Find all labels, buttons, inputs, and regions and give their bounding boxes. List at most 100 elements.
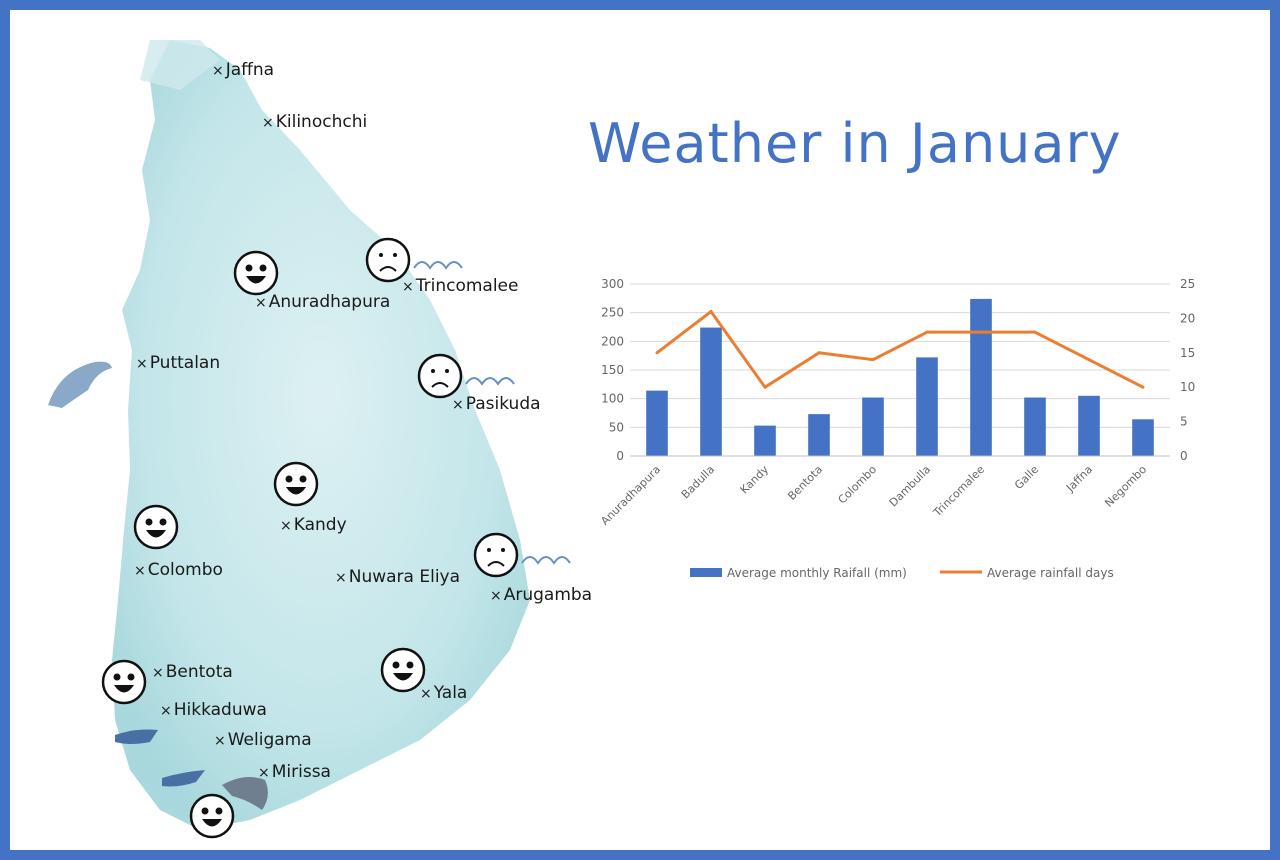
rainfall-days-point — [763, 385, 767, 389]
cross-marker-icon: × — [255, 295, 267, 311]
cross-marker-icon: × — [452, 397, 464, 413]
rainfall-days-point — [1087, 358, 1091, 362]
rainfall-bar — [754, 425, 776, 456]
place-label: × Puttalan — [136, 353, 220, 374]
dolphin-icon — [48, 361, 112, 408]
place-label: × Arugamba — [490, 585, 592, 606]
rainfall-days-point — [925, 330, 929, 334]
cross-marker-icon: × — [160, 703, 172, 719]
rainfall-days-point — [1141, 385, 1145, 389]
y-right-tick-label: 0 — [1180, 449, 1188, 463]
island-north-tip — [140, 40, 220, 90]
place-label: × Mirissa — [258, 762, 331, 783]
x-category-label: Kandy — [738, 463, 772, 497]
rainfall-days-point — [979, 330, 983, 334]
place-name: Bentota — [165, 662, 233, 682]
place-name: Kilinochchi — [275, 112, 368, 132]
place-label: × Weligama — [214, 730, 312, 751]
rainfall-bar — [970, 298, 992, 456]
cross-marker-icon: × — [335, 570, 347, 586]
rainfall-bar — [1024, 397, 1046, 456]
happy-face-icon — [380, 647, 426, 693]
place-label: × Kilinochchi — [262, 112, 367, 133]
sad-face-icon — [473, 532, 519, 578]
cross-marker-icon: × — [490, 588, 502, 604]
y-left-tick-label: 50 — [609, 420, 624, 434]
place-label: × Nuwara Eliya — [335, 567, 460, 588]
happy-face-icon — [233, 250, 279, 296]
place-name: Weligama — [227, 730, 312, 750]
place-name: Colombo — [147, 560, 223, 580]
y-left-tick-label: 200 — [601, 334, 624, 348]
surfer-icon — [162, 770, 205, 787]
place-name: Trincomalee — [415, 276, 519, 296]
x-category-label: Anuradhapura — [598, 463, 663, 528]
y-left-tick-label: 150 — [601, 363, 624, 377]
rainfall-days-point — [709, 310, 713, 314]
rainfall-chart: 0 50 100 150 200 250 300 0 5 10 15 20 25 Anuradhapura… — [598, 277, 1195, 580]
happy-face-icon — [189, 793, 235, 839]
place-name: Pasikuda — [465, 394, 541, 414]
x-category-label: Galle — [1012, 463, 1041, 492]
cross-marker-icon: × — [258, 765, 270, 781]
happy-face-icon — [101, 659, 147, 705]
x-category-label: Jaffna — [1063, 463, 1095, 495]
place-label: × Kandy — [280, 515, 347, 536]
legend-swatch-bar — [690, 568, 722, 577]
y-right-tick-label: 10 — [1180, 380, 1195, 394]
x-category-label: Trincomalee — [930, 463, 987, 520]
y-left-tick-label: 0 — [616, 449, 624, 463]
cross-marker-icon: × — [420, 686, 432, 702]
sad-face-icon — [365, 237, 411, 283]
rainfall-days-point — [1033, 330, 1037, 334]
wave-icon — [521, 556, 571, 565]
place-name: Hikkaduwa — [173, 700, 267, 720]
whale-icon — [222, 776, 268, 810]
rainfall-days-point — [871, 358, 875, 362]
cross-marker-icon: × — [262, 115, 274, 131]
cross-marker-icon: × — [280, 518, 292, 534]
x-category-label: Badulla — [679, 463, 717, 501]
place-name: Puttalan — [149, 353, 221, 373]
sri-lanka-map — [48, 40, 571, 839]
rainfall-bar — [862, 397, 884, 456]
place-label: × Colombo — [134, 560, 223, 581]
place-label: × Yala — [420, 683, 467, 704]
wave-icon — [413, 261, 463, 270]
place-name: Mirissa — [271, 762, 331, 782]
place-name: Yala — [433, 683, 468, 703]
x-category-label: Bentota — [785, 463, 825, 503]
sad-face-icon — [417, 353, 463, 399]
x-category-label: Colombo — [836, 463, 880, 507]
place-label: × Trincomalee — [402, 276, 518, 297]
y-left-tick-label: 100 — [601, 392, 624, 406]
rainfall-bar — [916, 357, 938, 456]
happy-face-icon — [133, 504, 179, 550]
y-right-tick-label: 15 — [1180, 346, 1195, 360]
x-category-label: Negombo — [1102, 463, 1149, 510]
y-right-tick-label: 25 — [1180, 277, 1195, 291]
wave-icon — [465, 377, 515, 386]
place-name: Kandy — [293, 515, 347, 535]
y-left-tick-label: 300 — [601, 277, 624, 291]
cross-marker-icon: × — [136, 356, 148, 372]
rainfall-bar — [1078, 395, 1100, 456]
y-right-tick-label: 20 — [1180, 311, 1195, 325]
place-label: × Hikkaduwa — [160, 700, 267, 721]
y-right-tick-label: 5 — [1180, 415, 1188, 429]
x-category-label: Dambulla — [887, 463, 933, 509]
cross-marker-icon: × — [214, 733, 226, 749]
y-left-tick-label: 250 — [601, 306, 624, 320]
place-name: Jaffna — [225, 60, 275, 80]
rainfall-bar — [1132, 419, 1154, 456]
rainfall-bar — [700, 327, 722, 456]
happy-face-icon — [273, 461, 319, 507]
place-name: Nuwara Eliya — [348, 567, 461, 587]
legend-label-rainfall: Average monthly Raifall (mm) — [727, 566, 907, 580]
rainfall-bar — [646, 390, 668, 456]
cross-marker-icon: × — [152, 665, 164, 681]
surfer-icon — [115, 729, 158, 744]
cross-marker-icon: × — [212, 63, 224, 79]
place-name: Arugamba — [503, 585, 593, 605]
rainfall-days-point — [817, 351, 821, 355]
